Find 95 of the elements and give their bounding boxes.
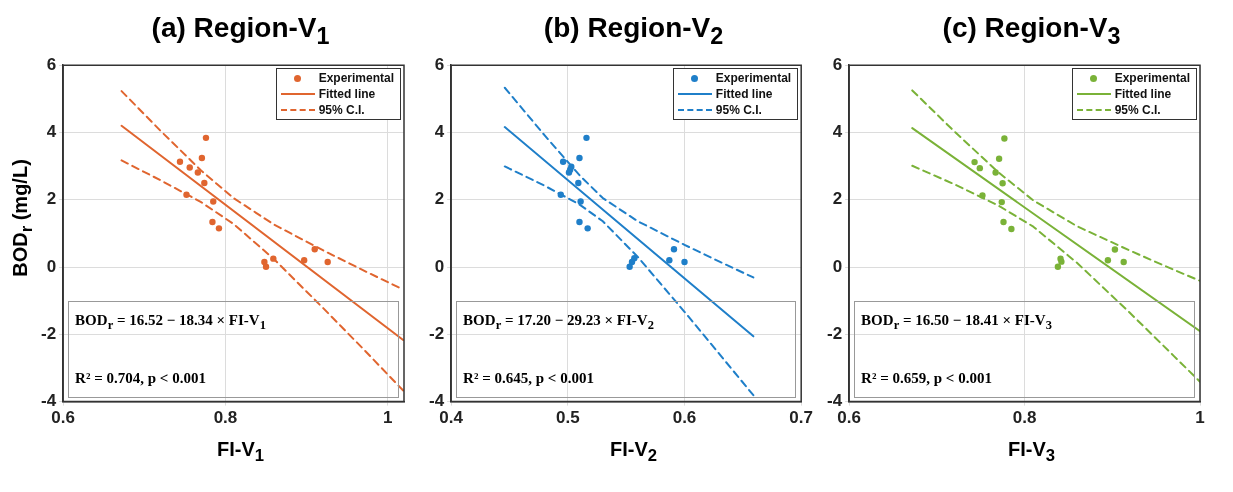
point xyxy=(201,179,208,187)
chart-title: (c) Region-V$_{3}$ xyxy=(941,11,1122,51)
point xyxy=(670,246,678,253)
point xyxy=(971,158,978,166)
point xyxy=(300,257,308,264)
legend-label: Experimental xyxy=(318,70,394,87)
legend-label: Fitted line xyxy=(1114,86,1172,103)
point xyxy=(1054,263,1062,270)
x-tick-label: 1 xyxy=(1195,408,1205,428)
point xyxy=(995,155,1003,162)
point xyxy=(311,246,318,253)
x-axis-title: FI-V$_{2}$ xyxy=(609,437,659,467)
point xyxy=(215,225,223,232)
y-tick-label: 4 xyxy=(434,122,445,142)
y-tick-label: -2 xyxy=(826,324,843,344)
point xyxy=(576,154,583,162)
point xyxy=(1000,218,1007,226)
point xyxy=(999,180,1006,187)
text-box: BOD$_{r}$ = 16.50 − 18.41 × FI-V$_{3}$ R² = 0.659, p < 0.001 xyxy=(854,300,1195,398)
point xyxy=(194,169,202,176)
x-tick-label: 0.5 xyxy=(555,408,580,428)
annotation: BOD$_{r}$ = 16.50 − 18.41 × FI-V$_{3}$ xyxy=(861,311,1053,333)
line-series xyxy=(911,89,1200,282)
x-tick-label: 0.6 xyxy=(672,408,697,428)
x-tick-label: 0.6 xyxy=(51,408,75,428)
y-tick-label: -2 xyxy=(40,324,57,344)
point xyxy=(176,158,184,165)
legend-label: 95% C.I. xyxy=(715,102,762,119)
point xyxy=(202,134,210,142)
annotation: BOD$_{r}$ = 17.20 − 29.23 × FI-V$_{2}$ xyxy=(463,311,655,333)
annotation: R² = 0.645, p < 0.001 xyxy=(463,369,595,387)
x-tick-label: 0.8 xyxy=(1012,408,1037,428)
chart-title: (a) Region-V$_{1}$ xyxy=(150,11,331,51)
point xyxy=(576,218,583,226)
y-tick-label: -2 xyxy=(428,324,445,344)
y-tick-label: 4 xyxy=(832,122,843,142)
y-tick-label: 6 xyxy=(434,54,445,74)
point xyxy=(186,164,193,171)
point xyxy=(1111,246,1119,253)
annotation: BOD$_{r}$ = 16.52 − 18.34 × FI-V$_{1}$ xyxy=(75,311,267,333)
y-tick-label: 2 xyxy=(434,189,445,209)
point xyxy=(262,263,270,270)
point xyxy=(1001,135,1008,142)
legend-label: Experimental xyxy=(715,70,792,87)
text-box: BOD$_{r}$ = 17.20 − 29.23 × FI-V$_{2}$ R² = 0.645, p < 0.001 xyxy=(456,300,797,398)
point xyxy=(584,225,591,232)
legend-label: Fitted line xyxy=(715,86,773,103)
point xyxy=(1120,258,1127,266)
point xyxy=(183,191,190,198)
y-tick-label: 6 xyxy=(46,54,57,74)
point xyxy=(324,258,331,266)
x-tick-label: 0.7 xyxy=(789,408,813,428)
point xyxy=(575,179,582,187)
point xyxy=(577,198,584,205)
y-tick-label: -4 xyxy=(826,391,843,411)
point xyxy=(559,158,567,165)
y-tick-label: 2 xyxy=(832,189,843,209)
point xyxy=(1104,257,1112,264)
point xyxy=(583,134,590,142)
y-tick-label: 2 xyxy=(46,189,57,209)
x-tick-label: 0.8 xyxy=(213,408,238,428)
point xyxy=(979,192,986,199)
legend-label: Experimental xyxy=(1114,70,1190,87)
point xyxy=(261,258,268,266)
y-tick-label: 6 xyxy=(832,54,843,74)
point xyxy=(210,198,217,205)
annotation: R² = 0.704, p < 0.001 xyxy=(75,369,207,387)
point xyxy=(998,198,1005,206)
point xyxy=(557,191,564,198)
y-tick-label: -4 xyxy=(40,391,57,411)
y-tick-label: 0 xyxy=(434,256,445,276)
legend-label: 95% C.I. xyxy=(1114,102,1161,119)
legend-label: Fitted line xyxy=(318,86,376,103)
x-tick-label: 0.4 xyxy=(439,408,464,428)
point xyxy=(1008,225,1015,233)
x-tick-label: 0.6 xyxy=(837,408,861,428)
point xyxy=(666,257,673,264)
point xyxy=(209,218,216,226)
y-tick-label: 0 xyxy=(832,256,843,276)
y-tick-label: 0 xyxy=(46,256,57,276)
point xyxy=(992,169,999,176)
annotation: R² = 0.659, p < 0.001 xyxy=(861,369,993,387)
x-axis-title: FI-V$_{3}$ xyxy=(1007,437,1057,467)
text-box: BOD$_{r}$ = 16.52 − 18.34 × FI-V$_{1}$ R² = 0.704, p < 0.001 xyxy=(68,300,399,398)
x-axis-title: FI-V$_{1}$ xyxy=(216,437,266,467)
chart-title: (b) Region-V$_{2}$ xyxy=(542,11,725,51)
point xyxy=(198,154,206,162)
legend-label: 95% C.I. xyxy=(318,102,365,119)
point xyxy=(631,255,638,262)
point xyxy=(270,255,277,262)
point xyxy=(681,258,688,266)
y-tick-label: 4 xyxy=(46,122,57,142)
point xyxy=(976,164,984,172)
y-tick-label: -4 xyxy=(428,391,445,411)
x-tick-label: 1 xyxy=(383,408,393,428)
